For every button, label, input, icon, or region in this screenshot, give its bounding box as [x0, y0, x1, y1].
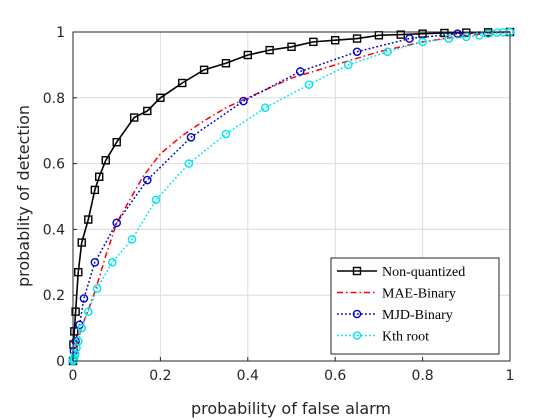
data-point-kth-root: [418, 37, 427, 47]
data-point-non-quantized: [199, 65, 209, 75]
data-point-mjd-binary: [186, 132, 196, 142]
legend-marker-mjd-binary: [352, 309, 362, 319]
data-point-mjd-binary: [90, 257, 100, 267]
y-tick-label: 0: [56, 354, 65, 370]
data-point-kth-root: [73, 336, 83, 346]
y-axis-label: probablity of detection: [14, 105, 33, 287]
plot-frame: [72, 31, 511, 362]
data-point-mjd-binary: [79, 294, 89, 303]
data-point-kth-root: [77, 323, 87, 333]
y-tick-label: 0.2: [43, 288, 65, 304]
data-point-non-quantized: [331, 36, 340, 45]
y-tick-label: 0.4: [43, 222, 65, 238]
data-point-non-quantized: [462, 28, 471, 37]
data-point-mjd-binary: [142, 175, 152, 185]
legend-marker-kth-root: [352, 331, 362, 340]
y-tick-label: 1: [56, 25, 65, 41]
data-point-non-quantized: [143, 106, 152, 116]
data-point-non-quantized: [418, 29, 427, 38]
y-tick-label: 0.6: [43, 157, 65, 173]
data-point-kth-root: [383, 47, 392, 57]
data-point-non-quantized: [396, 30, 405, 39]
x-tick-label: 0.6: [324, 368, 346, 384]
data-point-kth-root: [344, 60, 353, 70]
data-point-kth-root: [444, 34, 454, 43]
data-point-non-quantized: [101, 156, 110, 165]
data-point-kth-root: [304, 80, 314, 89]
data-point-non-quantized: [77, 238, 86, 247]
data-point-non-quantized: [70, 327, 79, 336]
data-point-kth-root: [483, 29, 493, 38]
data-point-kth-root: [108, 257, 117, 267]
data-point-mjd-binary: [239, 96, 248, 106]
data-point-non-quantized: [129, 113, 139, 122]
legend-label-mae-binary: MAE-Binary: [382, 287, 456, 302]
data-point-mjd-binary: [112, 218, 121, 228]
grid: [72, 31, 511, 362]
data-point-mjd-binary: [405, 34, 414, 43]
data-point-kth-root: [260, 103, 270, 112]
data-point-non-quantized: [95, 172, 104, 181]
x-axis-label: probability of false alarm: [191, 399, 391, 418]
data-point-non-quantized: [156, 93, 165, 103]
legend-marker-non-quantized: [352, 266, 362, 276]
series-non-quantized: [68, 27, 515, 366]
y-tick-label: 0.8: [43, 91, 65, 107]
legend: Non-quantized MAE-Binary MJD-Binary Kth roo…: [330, 257, 500, 355]
x-tick-label: 0: [69, 368, 78, 384]
data-point-non-quantized: [71, 307, 80, 316]
data-point-non-quantized: [243, 50, 253, 60]
data-point-non-quantized: [178, 78, 187, 88]
legend-label-kth-root: Kth root: [382, 330, 429, 345]
data-point-non-quantized: [352, 34, 362, 43]
legend-label-non-quantized: Non-quantized: [382, 265, 465, 280]
data-point-non-quantized: [287, 42, 296, 52]
data-point-kth-root: [127, 234, 137, 244]
data-point-kth-root: [184, 159, 194, 168]
x-tick-label: 0.4: [237, 368, 259, 384]
data-point-kth-root: [92, 284, 102, 293]
data-point-kth-root: [83, 307, 93, 316]
data-point-non-quantized: [74, 267, 83, 277]
data-point-non-quantized: [84, 215, 93, 224]
data-point-non-quantized: [221, 59, 231, 68]
series-line-kth-root: [72, 31, 511, 362]
data-point-non-quantized: [309, 37, 318, 47]
data-point-mjd-binary: [352, 47, 362, 57]
legend-label-mjd-binary: MJD-Binary: [382, 308, 453, 323]
data-point-non-quantized: [440, 28, 449, 38]
ticks: 0 0.2 0.4 0.6 0.8 1 0 0.2 0.4 0.6 0.8 1: [43, 25, 515, 384]
data-point-non-quantized: [90, 185, 100, 195]
data-point-non-quantized: [265, 45, 274, 55]
data-point-mjd-binary: [295, 67, 305, 76]
data-point-kth-root: [151, 195, 161, 205]
x-tick-label: 1: [506, 368, 515, 384]
x-tick-label: 0.2: [149, 368, 171, 384]
series-line-mjd-binary: [72, 31, 511, 362]
data-point-non-quantized: [112, 138, 121, 147]
series-layer: [68, 27, 515, 366]
x-tick-label: 0.8: [411, 368, 433, 384]
data-point-kth-root: [221, 129, 231, 139]
series-kth-root: [68, 27, 515, 366]
data-point-kth-root: [461, 32, 471, 42]
